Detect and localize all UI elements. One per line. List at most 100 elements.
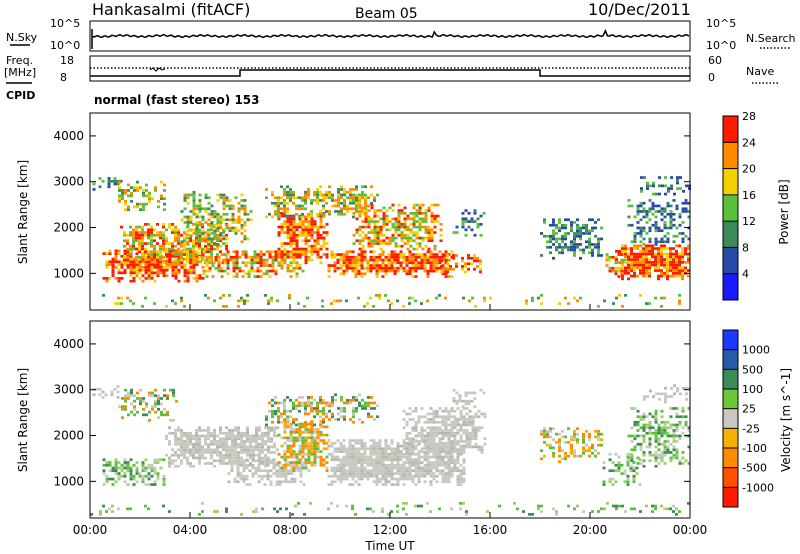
echo-cell [461,256,464,260]
echo-cell [201,223,204,226]
echo-cell [159,266,163,269]
echo-cell [403,225,407,229]
echo-cell [435,442,439,446]
echo-cell [597,243,600,246]
echo-cell [183,442,186,446]
echo-cell [114,277,118,280]
echo-cell [219,193,223,197]
echo-cell [288,296,291,300]
echo-cell [672,456,676,460]
echo-cell [409,244,413,248]
echo-cell [284,469,288,473]
echo-cell [459,429,463,432]
echo-cell [348,439,352,442]
echo-cell [600,432,603,436]
echo-cell [405,269,409,273]
echo-cell [627,215,631,219]
echo-cell [283,231,287,234]
echo-cell [141,305,144,308]
echo-cell [633,423,637,427]
echo-cell [142,191,145,195]
echo-cell [278,472,282,475]
echo-cell [183,445,186,449]
echo-cell [354,455,358,459]
echo-cell [669,426,673,430]
echo-cell [286,233,290,237]
echo-cell [289,463,293,467]
echo-cell [474,426,478,430]
echo-cell [192,271,196,275]
echo-cell [591,446,594,450]
echo-cell [349,190,352,194]
echo-cell [105,252,109,255]
echo-cell [274,401,277,405]
echo-cell [124,405,127,408]
echo-cell [102,472,106,475]
echo-cell [225,212,229,216]
echo-cell [257,474,261,478]
echo-cell [678,252,681,256]
echo-cell [614,261,618,265]
echo-cell [333,264,337,267]
echo-cell [441,255,445,259]
echo-cell [390,269,394,273]
echo-cell [636,210,640,213]
echo-cell [228,448,231,452]
echo-cell [195,242,198,245]
echo-cell [150,257,154,261]
echo-cell [408,269,412,273]
echo-cell [177,250,180,254]
echo-cell [438,255,442,259]
echo-cell [441,429,445,432]
echo-cell [310,428,314,431]
echo-cell [387,258,391,262]
echo-cell [147,483,151,486]
echo-cell [216,237,220,241]
echo-cell [420,302,423,305]
echo-cell [406,242,410,245]
echo-cell [135,480,139,484]
echo-cell [391,223,395,226]
echo-cell [213,448,216,452]
echo-cell [231,456,234,460]
echo-cell [408,250,412,254]
echo-cell [588,237,591,241]
echo-cell [645,250,648,253]
echo-cell [177,236,180,240]
echo-cell [385,236,389,240]
echo-cell [444,418,448,421]
echo-cell [375,255,379,259]
echo-cell [636,226,640,230]
echo-cell [402,409,406,413]
echo-cell [289,269,293,273]
echo-cell [633,247,636,250]
echo-cell [231,229,235,233]
echo-cell [243,229,247,233]
echo-cell [462,477,466,481]
echo-cell [283,261,287,265]
echo-cell [118,405,121,408]
echo-cell [304,452,308,456]
echo-cell [360,472,364,475]
echo-cell [660,434,664,438]
echo-cell [429,250,433,254]
echo-cell [415,220,419,223]
echo-cell [357,474,361,478]
echo-cell [465,423,469,427]
echo-cell [322,412,325,416]
echo-cell [124,191,127,195]
echo-cell [384,269,388,273]
echo-cell [429,445,433,449]
echo-cell [283,242,287,245]
echo-cell [141,268,145,272]
echo-cell [174,253,177,256]
echo-cell [465,429,469,432]
echo-cell [447,437,451,441]
echo-cell [660,218,664,222]
echo-cell [283,425,287,429]
echo-cell [174,442,177,446]
echo-cell [648,459,652,463]
echo-cell [352,233,356,237]
echo-cell [124,202,127,206]
echo-cell [633,437,637,441]
